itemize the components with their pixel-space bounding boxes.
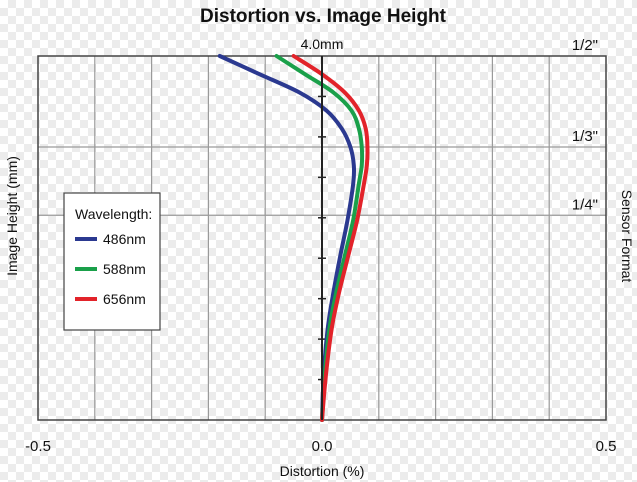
sensor-format-tick-label: 1/2": [572, 37, 598, 54]
legend-label-656nm: 656nm: [103, 291, 146, 307]
sensor-format-labels: 1/2" 1/3" 1/4": [572, 37, 598, 213]
chart-title: Distortion vs. Image Height: [200, 6, 447, 27]
series-line-486nm: [217, 54, 357, 422]
legend-label-486nm: 486nm: [103, 231, 146, 247]
sensor-format-label: Sensor Format: [619, 190, 635, 283]
legend-box: [63, 192, 161, 331]
x-tick-label: -0.5: [25, 438, 51, 455]
sensor-format-tick-label: 1/4": [572, 196, 598, 213]
legend-label-588nm: 588nm: [103, 261, 146, 277]
series-line-588nm: [274, 54, 365, 422]
x-tick-label: 0.5: [596, 438, 617, 455]
x-tick-label: 0.0: [312, 438, 333, 455]
sensor-format-tick-label: 1/3": [572, 128, 598, 145]
y-top-label: 4.0mm: [301, 36, 344, 52]
series-group: [217, 54, 370, 422]
series-line-656nm: [291, 54, 370, 422]
legend: Wavelength: 486nm 588nm 656nm: [63, 192, 161, 331]
legend-title: Wavelength:: [75, 206, 152, 222]
x-axis-label: Distortion (%): [280, 463, 365, 479]
x-tick-labels: -0.5 0.0 0.5: [25, 438, 616, 455]
y-axis-label: Image Height (mm): [4, 156, 20, 276]
